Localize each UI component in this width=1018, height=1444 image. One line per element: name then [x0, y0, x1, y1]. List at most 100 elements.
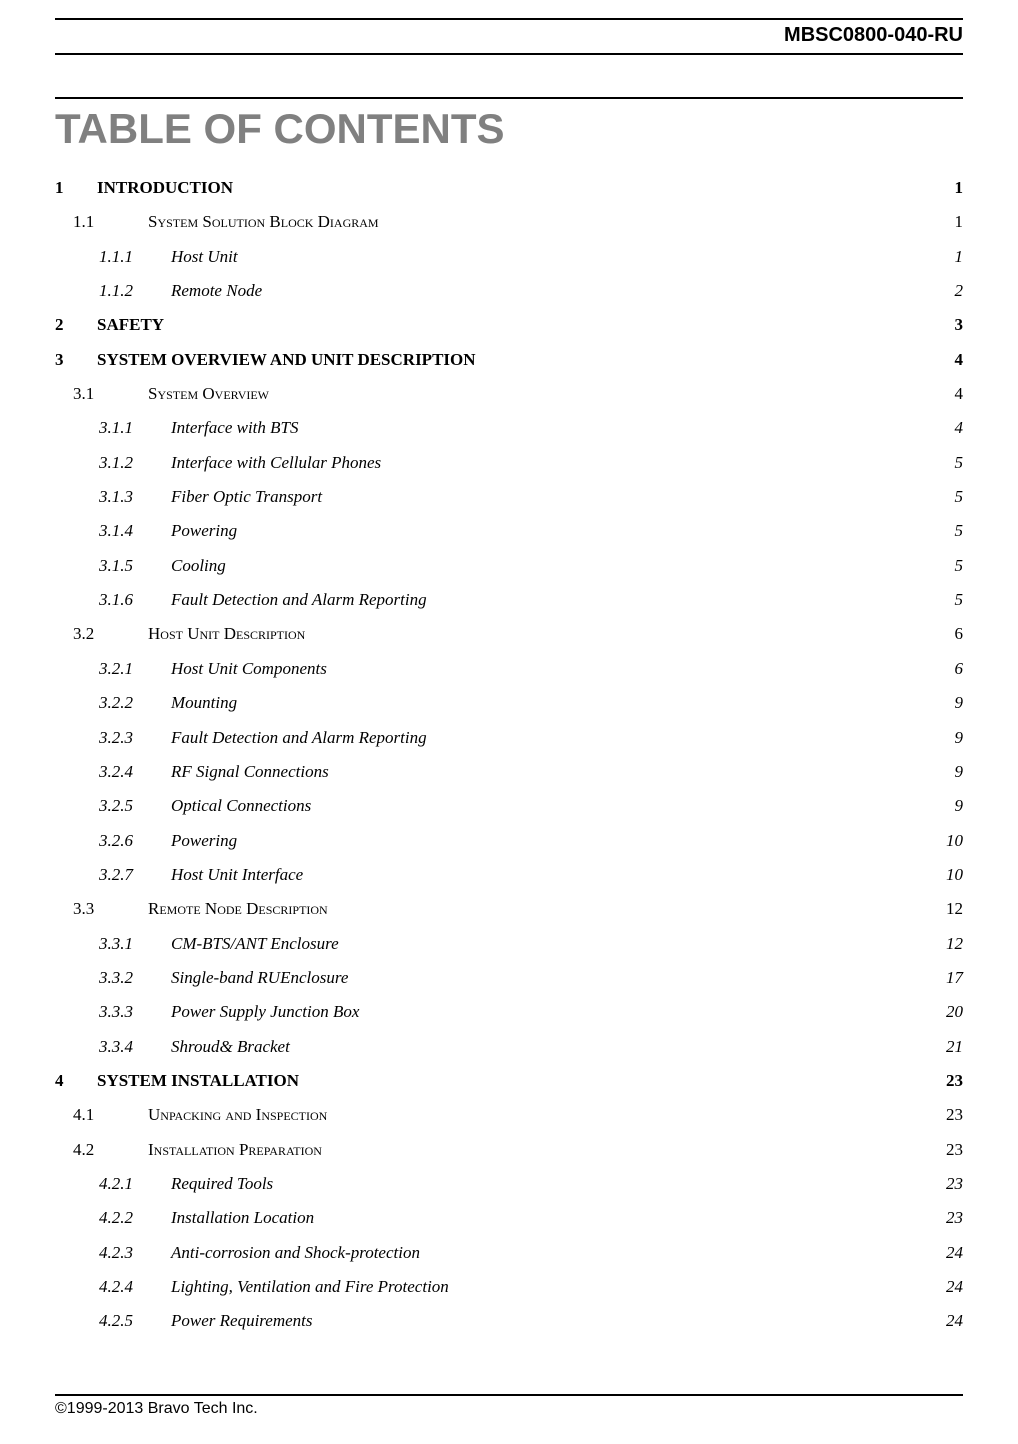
toc-entry-number: 1 — [55, 175, 97, 201]
toc-entry-title: Lighting, Ventilation and Fire Protectio… — [171, 1274, 933, 1300]
toc-entry-number: 3.2.2 — [99, 690, 171, 716]
toc-entry: 3.1.2Interface with Cellular Phones5 — [55, 446, 963, 480]
toc-entry: 4.2Installation Preparation23 — [55, 1133, 963, 1167]
toc-entry-number: 4.2.1 — [99, 1171, 171, 1197]
toc-entry-number: 4.2.4 — [99, 1274, 171, 1300]
toc-entry: 3.2.7Host Unit Interface10 — [55, 858, 963, 892]
toc-entry-title: Host Unit Description — [148, 621, 933, 647]
toc-entry-page: 23 — [933, 1171, 963, 1197]
toc-entry-number: 3.1.6 — [99, 587, 171, 613]
toc-entry-number: 2 — [55, 312, 97, 338]
toc-entry-page: 9 — [933, 725, 963, 751]
toc-entry-title: Powering — [171, 828, 933, 854]
toc-entry-title: Cooling — [171, 553, 933, 579]
toc-entry-number: 3.2.3 — [99, 725, 171, 751]
toc-entry-page: 4 — [933, 381, 963, 407]
toc-entry: 3.3.1CM-BTS/ANT Enclosure12 — [55, 927, 963, 961]
toc-entry-page: 10 — [933, 862, 963, 888]
toc-entry: 1.1System Solution Block Diagram1 — [55, 205, 963, 239]
toc-entry-title: Power Supply Junction Box — [171, 999, 933, 1025]
toc-entry-number: 4.2.3 — [99, 1240, 171, 1266]
toc-entry: 3.1.4Powering5 — [55, 514, 963, 548]
toc-entry-title: Installation Location — [171, 1205, 933, 1231]
toc-entry-title: Power Requirements — [171, 1308, 933, 1334]
toc-entry-title: Shroud& Bracket — [171, 1034, 933, 1060]
toc-entry-page: 5 — [933, 450, 963, 476]
toc-entry: 4.2.2Installation Location23 — [55, 1201, 963, 1235]
toc-entry-number: 3.1.5 — [99, 553, 171, 579]
toc-entry-title: System Overview — [148, 381, 933, 407]
toc-entry-title: Anti-corrosion and Shock-protection — [171, 1240, 933, 1266]
toc-entry-number: 3 — [55, 347, 97, 373]
toc-entry-title: Mounting — [171, 690, 933, 716]
toc-entry: 3SYSTEM OVERVIEW AND UNIT DESCRIPTION4 — [55, 343, 963, 377]
toc-entry-number: 4.2 — [73, 1137, 148, 1163]
toc-entry-title: SYSTEM OVERVIEW AND UNIT DESCRIPTION — [97, 347, 933, 373]
toc-entry-number: 3.3 — [73, 896, 148, 922]
document-header: MBSC0800-040-RU — [55, 20, 963, 53]
toc-entry: 3.2.2Mounting9 — [55, 686, 963, 720]
toc-entry-title: Required Tools — [171, 1171, 933, 1197]
toc-entry: 1.1.2Remote Node2 — [55, 274, 963, 308]
toc-entry: 3.3.2Single-band RUEnclosure17 — [55, 961, 963, 995]
toc-entry-page: 10 — [933, 828, 963, 854]
toc-entry-title: System Solution Block Diagram — [148, 209, 933, 235]
toc-entry: 3.3.4Shroud& Bracket21 — [55, 1030, 963, 1064]
toc-entry-page: 23 — [933, 1068, 963, 1094]
toc-entry: 3.2.6Powering10 — [55, 824, 963, 858]
toc-entry: 4.2.4Lighting, Ventilation and Fire Prot… — [55, 1270, 963, 1304]
toc-entry: 1INTRODUCTION1 — [55, 171, 963, 205]
toc-entry-title: Installation Preparation — [148, 1137, 933, 1163]
toc-entry-number: 4 — [55, 1068, 97, 1094]
toc-entry-number: 3.1.1 — [99, 415, 171, 441]
toc-entry: 4.1Unpacking and Inspection23 — [55, 1098, 963, 1132]
footer-rule — [55, 1394, 963, 1396]
toc-entry-number: 3.1.2 — [99, 450, 171, 476]
toc-entry-page: 1 — [933, 209, 963, 235]
toc-entry-page: 23 — [933, 1137, 963, 1163]
toc-entry: 4.2.3Anti-corrosion and Shock-protection… — [55, 1236, 963, 1270]
toc-entry-title: Single-band RUEnclosure — [171, 965, 933, 991]
toc-entry-number: 1.1 — [73, 209, 148, 235]
toc-entry-title: SAFETY — [97, 312, 933, 338]
toc-entry: 3.3.3Power Supply Junction Box20 — [55, 995, 963, 1029]
toc-entry: 3.2Host Unit Description6 — [55, 617, 963, 651]
toc-entry-page: 6 — [933, 656, 963, 682]
toc-entry-page: 23 — [933, 1205, 963, 1231]
toc-entry-title: INTRODUCTION — [97, 175, 933, 201]
toc-entry-page: 12 — [933, 931, 963, 957]
toc-entry: 1.1.1Host Unit1 — [55, 240, 963, 274]
toc-entry-number: 3.2.1 — [99, 656, 171, 682]
toc-entry-page: 24 — [933, 1274, 963, 1300]
toc-entry-page: 12 — [933, 896, 963, 922]
toc-entry: 3.2.1Host Unit Components6 — [55, 652, 963, 686]
toc-entry-number: 1.1.2 — [99, 278, 171, 304]
toc-entry-page: 4 — [933, 415, 963, 441]
toc-entry-title: SYSTEM INSTALLATION — [97, 1068, 933, 1094]
toc-entry-title: Fault Detection and Alarm Reporting — [171, 725, 933, 751]
toc-entry-page: 6 — [933, 621, 963, 647]
toc-entry-title: Remote Node — [171, 278, 933, 304]
toc-entry-title: Interface with Cellular Phones — [171, 450, 933, 476]
toc-entry-page: 5 — [933, 587, 963, 613]
toc-entry-title: Interface with BTS — [171, 415, 933, 441]
toc-entry-page: 9 — [933, 759, 963, 785]
toc-entry-number: 4.2.5 — [99, 1308, 171, 1334]
toc-entry-title: CM-BTS/ANT Enclosure — [171, 931, 933, 957]
header-bottom-rule — [55, 53, 963, 55]
toc-entry-page: 5 — [933, 553, 963, 579]
toc-entry-page: 5 — [933, 484, 963, 510]
toc-entry-number: 3.3.2 — [99, 965, 171, 991]
toc-entry-number: 3.3.4 — [99, 1034, 171, 1060]
toc-entry-page: 24 — [933, 1308, 963, 1334]
toc-entry: 3.2.5Optical Connections9 — [55, 789, 963, 823]
toc-entry-title: Optical Connections — [171, 793, 933, 819]
toc-entry: 4.2.1Required Tools23 — [55, 1167, 963, 1201]
toc-entry: 3.2.4RF Signal Connections9 — [55, 755, 963, 789]
toc-entry-number: 3.2.5 — [99, 793, 171, 819]
toc-entry-title: Powering — [171, 518, 933, 544]
toc-entry-page: 9 — [933, 793, 963, 819]
toc-entry-number: 4.2.2 — [99, 1205, 171, 1231]
toc-entry-number: 3.1.4 — [99, 518, 171, 544]
toc-entry-title: Host Unit Components — [171, 656, 933, 682]
